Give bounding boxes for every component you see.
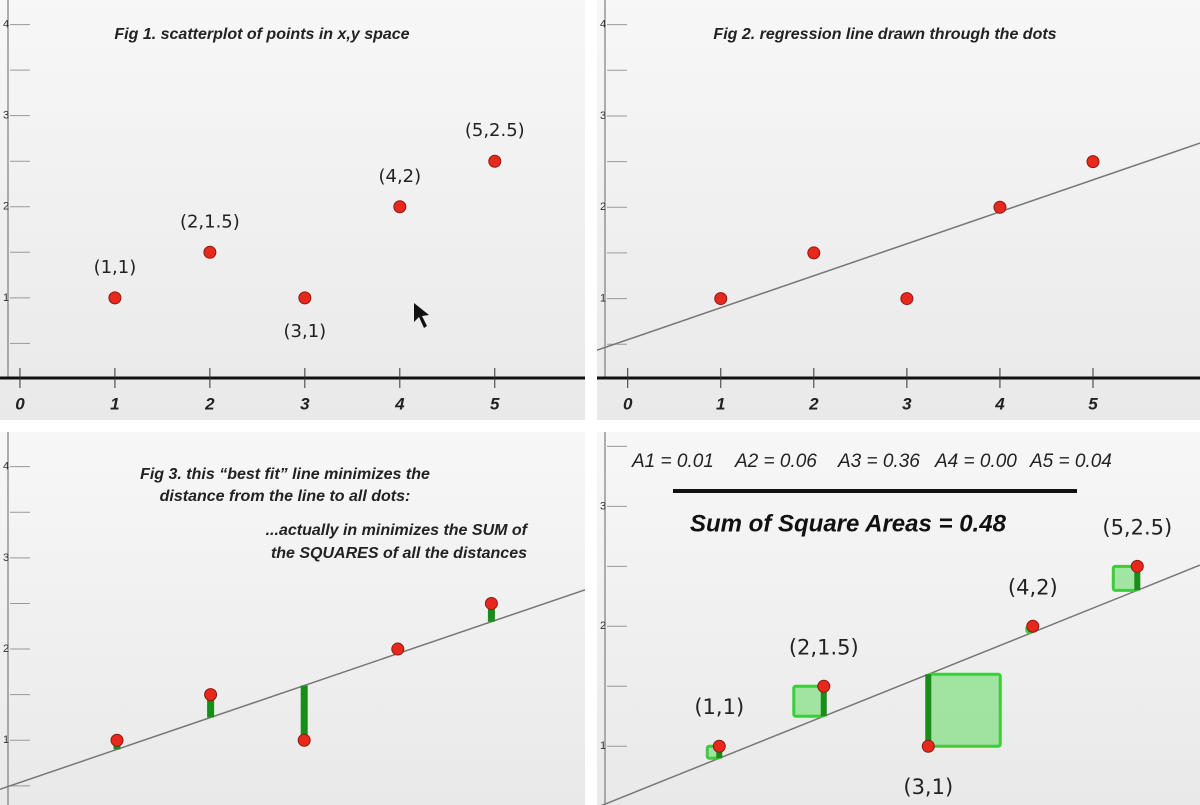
y-tick-label: 4 <box>3 18 9 30</box>
summary: Sum of Square Areas = 0.48 <box>690 510 1007 537</box>
x-tick-label: 0 <box>15 394 25 413</box>
area-label: A3 = 0.36 <box>837 451 920 472</box>
y-tick-label: 2 <box>3 201 9 213</box>
data-point <box>298 291 312 305</box>
y-tick-label: 3 <box>600 110 606 122</box>
data-point <box>807 246 821 260</box>
x-tick-label: 3 <box>902 394 912 413</box>
panel-background <box>0 432 585 805</box>
data-point <box>204 688 218 702</box>
x-tick-label: 5 <box>490 394 500 413</box>
panel-background <box>597 432 1200 805</box>
y-tick-label: 1 <box>600 740 606 752</box>
x-tick-label: 1 <box>716 394 725 413</box>
point-label: (1,1) <box>694 695 744 719</box>
data-point <box>712 739 726 753</box>
y-tick-label: 1 <box>600 292 606 304</box>
x-tick-label: 5 <box>1088 394 1098 413</box>
regression-line <box>600 564 1200 805</box>
mouse-cursor <box>414 303 429 328</box>
data-point <box>488 154 502 168</box>
data-point <box>1130 559 1144 573</box>
x-tick-label: 1 <box>110 394 119 413</box>
area-label: A1 = 0.01 <box>631 451 714 472</box>
y-tick-label: 2 <box>600 201 606 213</box>
panel: 1 2 3 4 0 1 2 3 4 5 (1,1) (2,1.5) (3,1) (4,2) (5,2.5) F… <box>0 0 585 413</box>
data-point <box>1026 619 1040 633</box>
x-tick-label: 2 <box>204 394 215 413</box>
point-label: (3,1) <box>284 321 327 342</box>
chart-title: Fig 3. this “best fit” line minimizes th… <box>140 466 430 483</box>
residual-square <box>926 672 1002 748</box>
data-point <box>993 200 1007 214</box>
regression-line <box>0 589 585 790</box>
data-point <box>110 733 124 747</box>
x-tick-label: 4 <box>394 394 405 413</box>
point-label: (4,2) <box>378 166 421 187</box>
data-point <box>484 596 498 610</box>
panel-background <box>0 0 585 420</box>
y-tick-label: 3 <box>3 552 9 564</box>
y-tick-label: 1 <box>3 292 9 304</box>
chart-title: distance from the line to all dots: <box>160 488 411 505</box>
panel-background <box>597 0 1200 420</box>
point-label: (5,2.5) <box>1102 515 1172 539</box>
data-point <box>714 292 728 306</box>
data-point <box>203 245 217 259</box>
y-tick-label: 2 <box>3 643 9 655</box>
data-point <box>297 733 311 747</box>
annotation: ...actually in minimizes the SUM of <box>266 522 529 539</box>
data-point <box>391 642 405 656</box>
area-label: A4 = 0.00 <box>934 451 1017 472</box>
chart-title: Fig 2. regression line drawn through the… <box>713 26 1056 43</box>
point-label: (4,2) <box>1008 575 1058 599</box>
annotation: the SQUARES of all the distances <box>271 545 527 562</box>
regression-line <box>597 142 1200 351</box>
point-label: (2,1.5) <box>789 635 859 659</box>
area-label: A2 = 0.06 <box>734 451 817 472</box>
y-tick-label: 1 <box>3 734 9 746</box>
y-tick-label: 3 <box>3 110 9 122</box>
y-tick-label: 3 <box>600 500 606 512</box>
area-label: A5 = 0.04 <box>1029 451 1112 472</box>
x-tick-label: 4 <box>994 394 1005 413</box>
data-point <box>817 679 831 693</box>
x-tick-label: 3 <box>300 394 310 413</box>
point-label: (5,2.5) <box>465 120 525 141</box>
point-label: (3,1) <box>903 775 953 799</box>
data-point <box>1086 155 1100 169</box>
panel: 1 2 3 (1,1) (2,1.5) (3,1) (4,2) (5,2.5) A1 = 0.0… <box>600 432 1200 805</box>
chart-title: Fig 1. scatterplot of points in x,y spac… <box>114 26 409 43</box>
y-tick-label: 4 <box>600 19 606 31</box>
x-tick-label: 0 <box>623 394 633 413</box>
point-label: (2,1.5) <box>180 211 240 232</box>
panel: 1 2 3 4 Fig 3. this “best fit” line minimize… <box>0 432 585 805</box>
y-tick-label: 2 <box>600 620 606 632</box>
point-label: (1,1) <box>94 257 137 278</box>
data-point <box>393 200 407 214</box>
x-tick-label: 2 <box>808 394 819 413</box>
data-point <box>921 739 935 753</box>
y-tick-label: 4 <box>3 461 9 473</box>
data-point <box>108 291 122 305</box>
data-point <box>900 292 914 306</box>
panel: 1 2 3 4 0 1 2 3 4 5 Fig 2. regression line drawn t… <box>597 0 1200 413</box>
